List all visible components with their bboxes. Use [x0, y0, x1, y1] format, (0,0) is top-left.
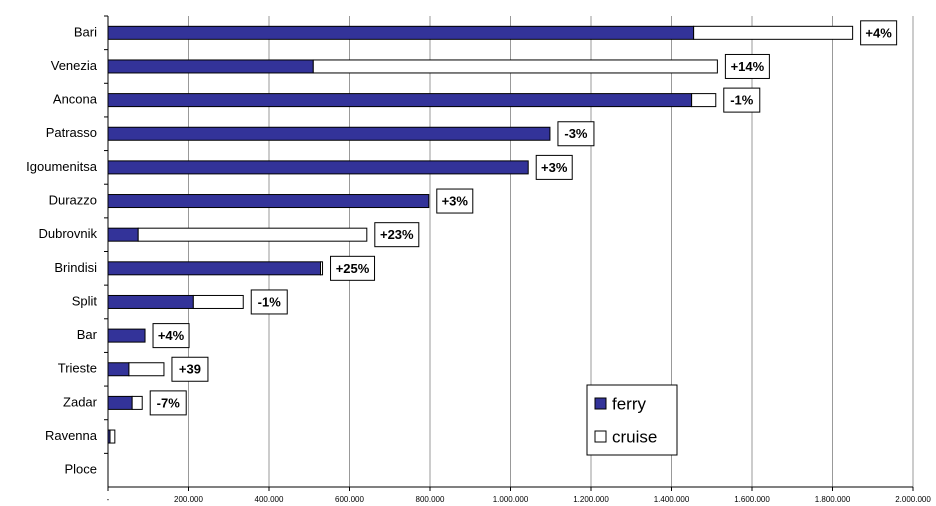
bar-segment: [192, 294, 244, 309]
x-tick-label: 1.200.000: [573, 495, 609, 504]
annotation: -1%: [258, 294, 282, 309]
x-tick-label: -: [107, 495, 110, 504]
legend-swatch: [594, 397, 607, 410]
bar-segment: [693, 25, 854, 40]
bar-segment: [137, 227, 368, 242]
bar-segment: [320, 261, 324, 276]
annotation-box: [535, 154, 573, 180]
bar-segment: [107, 261, 322, 276]
annotation-box: [860, 20, 898, 46]
y-tick-label: Patrasso: [46, 125, 97, 140]
annotation: +4%: [158, 328, 185, 343]
annotation-box: [374, 222, 420, 248]
y-tick-label: Bar: [77, 327, 98, 342]
y-tick-label: Zadar: [63, 394, 98, 409]
legend-box: [586, 384, 678, 456]
annotation-box: [330, 255, 376, 281]
y-tick-label: Igoumenitsa: [26, 159, 98, 174]
bar-segment: [107, 294, 194, 309]
annotation-box: [723, 87, 761, 113]
y-tick-label: Ploce: [64, 462, 97, 477]
y-tick-label: Durazzo: [49, 192, 97, 207]
annotation: +4%: [865, 25, 892, 40]
legend-label: cruise: [612, 427, 657, 446]
bar-segment: [107, 362, 130, 377]
annotation-box: [152, 323, 190, 349]
y-tick-label: Ravenna: [45, 428, 98, 443]
y-tick-label: Ancona: [53, 92, 98, 107]
y-tick-label: Venezia: [51, 58, 98, 73]
annotation-box: [250, 289, 288, 315]
y-tick-label: Split: [72, 293, 98, 308]
legend-swatch: [594, 430, 607, 443]
x-tick-label: 400.000: [255, 495, 284, 504]
x-tick-label: 800.000: [416, 495, 445, 504]
y-tick-label: Dubrovnik: [38, 226, 97, 241]
bar-segment: [107, 194, 430, 209]
x-tick-label: 1.600.000: [734, 495, 770, 504]
annotation: +39: [179, 362, 201, 377]
annotation: +23%: [380, 227, 414, 242]
annotation: +3%: [442, 193, 469, 208]
bar-segment: [107, 227, 139, 242]
y-tick-label: Bari: [74, 24, 97, 39]
annotation-box: [436, 188, 474, 214]
x-tick-label: 1.400.000: [654, 495, 690, 504]
bar-segment: [107, 25, 695, 40]
legend-label: ferry: [612, 394, 647, 413]
annotation-box: [724, 53, 770, 79]
bar-segment: [107, 328, 146, 343]
x-tick-label: 1.800.000: [815, 495, 851, 504]
annotation: +14%: [731, 59, 765, 74]
annotation: -1%: [730, 93, 754, 108]
annotation-box: [149, 390, 187, 416]
bar-segment: [131, 395, 143, 410]
bar-segment: [107, 59, 314, 74]
y-tick-label: Trieste: [58, 361, 97, 376]
bar-segment: [691, 93, 717, 108]
annotation-box: [171, 356, 209, 382]
bar-segment: [109, 429, 116, 444]
bar-segment: [107, 395, 133, 410]
x-tick-label: 200.000: [174, 495, 203, 504]
annotation: -7%: [157, 395, 181, 410]
bar-segment: [107, 126, 551, 141]
x-tick-label: 2.000.000: [895, 495, 931, 504]
bar-segment: [107, 160, 529, 175]
bar-segment: [128, 362, 165, 377]
annotation: -3%: [564, 126, 588, 141]
bar-segment: [107, 93, 693, 108]
bar-segment: [312, 59, 718, 74]
x-tick-label: 1.000.000: [493, 495, 529, 504]
annotation: +25%: [336, 261, 370, 276]
annotation: +3%: [541, 160, 568, 175]
x-tick-label: 600.000: [335, 495, 364, 504]
y-tick-label: Brindisi: [54, 260, 97, 275]
annotation-box: [557, 121, 595, 147]
